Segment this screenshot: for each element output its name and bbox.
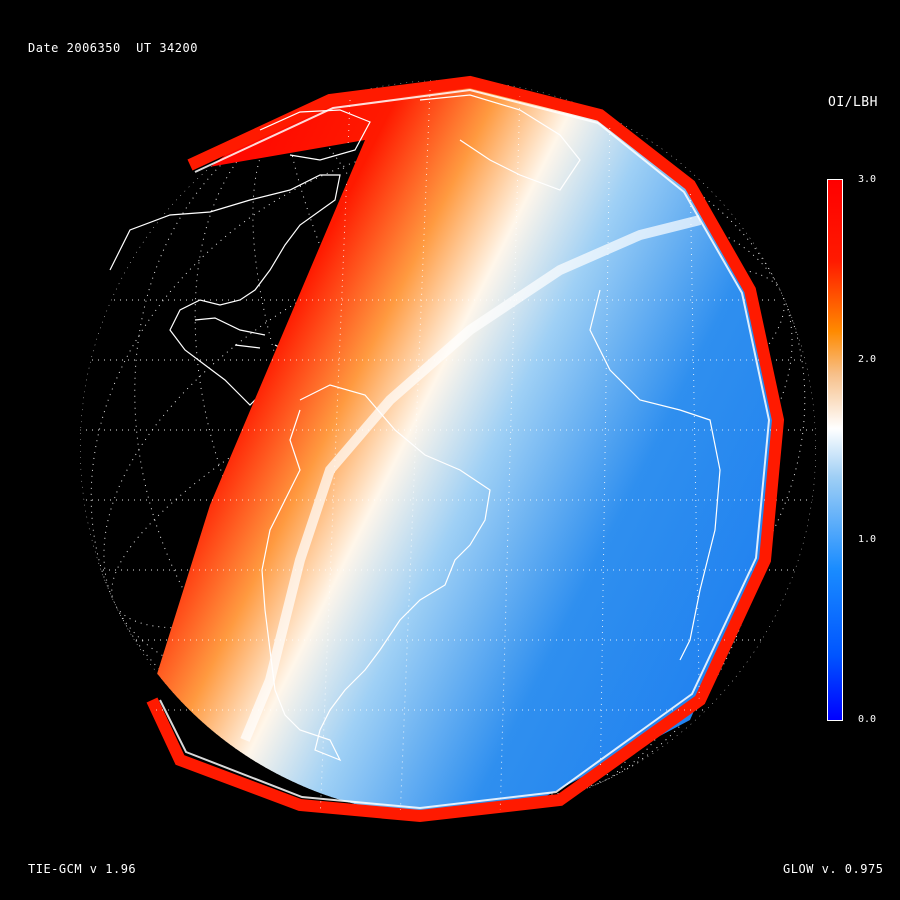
model-version-left: TIE-GCM v 1.96: [28, 862, 137, 876]
coastline-greenland: [259, 109, 371, 161]
colorbar-tick: 0.0: [858, 714, 877, 725]
date-label: Date 2006350: [28, 41, 121, 55]
colorbar-title: OI/LBH: [828, 95, 878, 110]
coastline-europe: [419, 94, 581, 191]
limb-ring-inner: [159, 88, 771, 810]
coastline-africa: [589, 289, 721, 661]
coastline-south-america: [261, 384, 491, 762]
colorbar-tick: 3.0: [858, 174, 877, 185]
colorbar: [827, 179, 843, 721]
colorbar-tick: 2.0: [858, 354, 877, 365]
colorbar-tick: 1.0: [858, 534, 877, 545]
date-ut-header: Date 2006350 UT 34200: [28, 41, 198, 55]
model-version-right: GLOW v. 0.975: [783, 862, 884, 876]
coastline-north-america: [109, 174, 341, 406]
limb-ring: [146, 75, 785, 823]
ut-label: UT 34200: [136, 41, 198, 55]
coastline-caribbean: [194, 317, 286, 351]
